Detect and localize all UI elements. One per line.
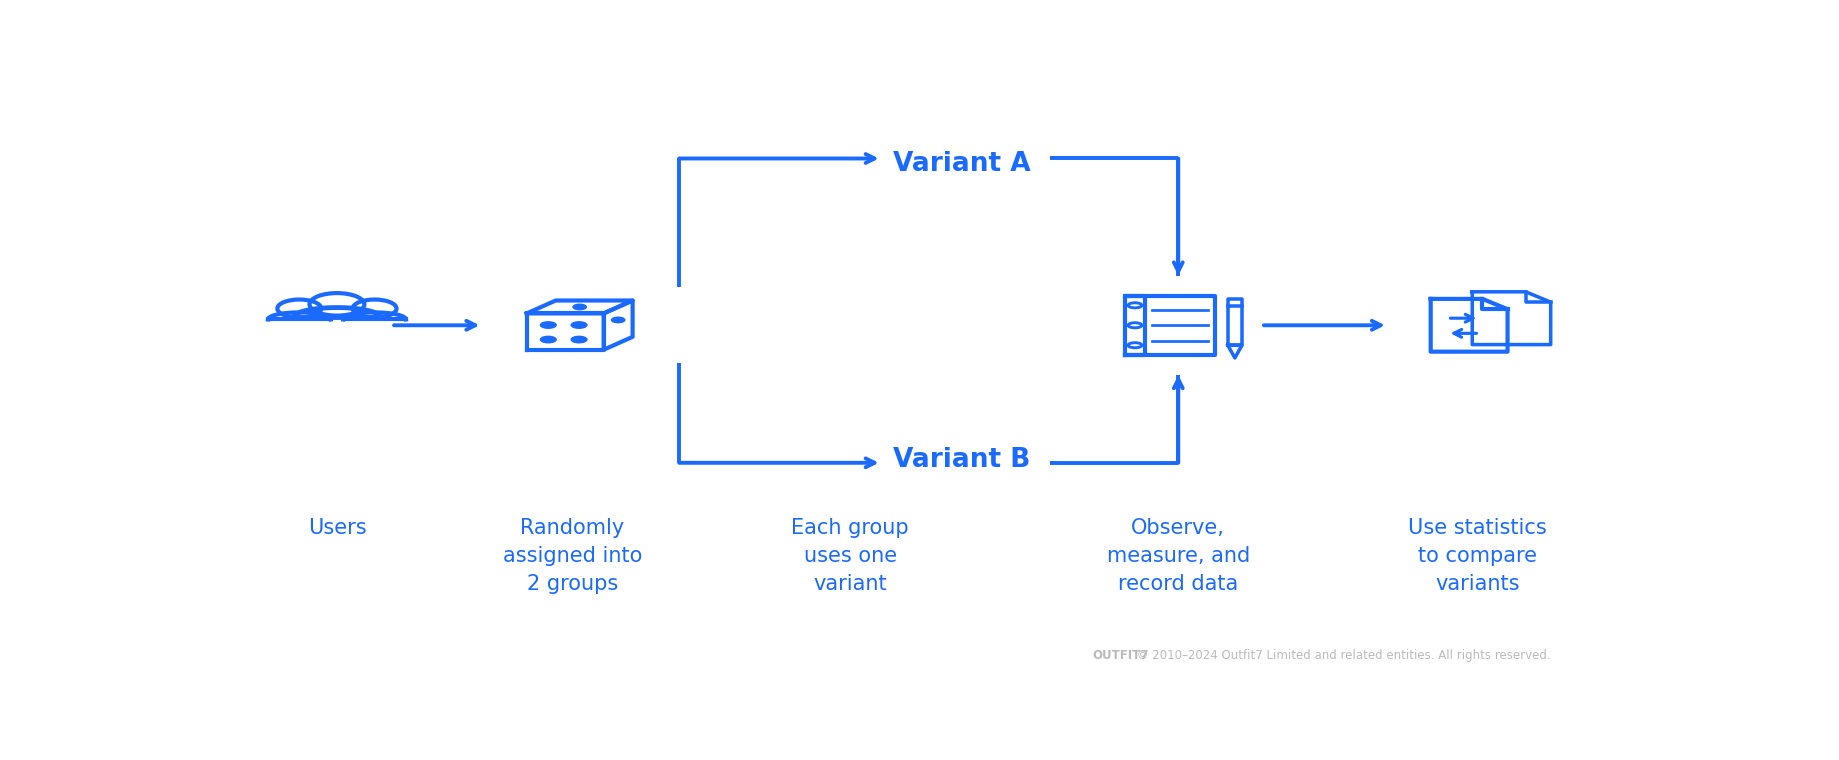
Circle shape	[572, 304, 587, 309]
Circle shape	[541, 337, 555, 343]
Circle shape	[611, 317, 625, 323]
Text: Variant B: Variant B	[892, 447, 1030, 473]
Text: Use statistics
to compare
variants: Use statistics to compare variants	[1407, 518, 1547, 594]
Circle shape	[541, 321, 555, 328]
Text: Variant A: Variant A	[892, 151, 1030, 177]
Text: Randomly
assigned into
2 groups: Randomly assigned into 2 groups	[502, 518, 642, 594]
Text: Users: Users	[307, 518, 366, 538]
Circle shape	[570, 337, 587, 343]
Circle shape	[570, 321, 587, 328]
Text: © 2010–2024 Outfit7 Limited and related entities. All rights reserved.: © 2010–2024 Outfit7 Limited and related …	[1133, 649, 1550, 663]
Text: Observe,
measure, and
record data: Observe, measure, and record data	[1105, 518, 1249, 594]
Text: OUTFIT7: OUTFIT7	[1092, 649, 1149, 663]
Text: Each group
uses one
variant: Each group uses one variant	[791, 518, 908, 594]
